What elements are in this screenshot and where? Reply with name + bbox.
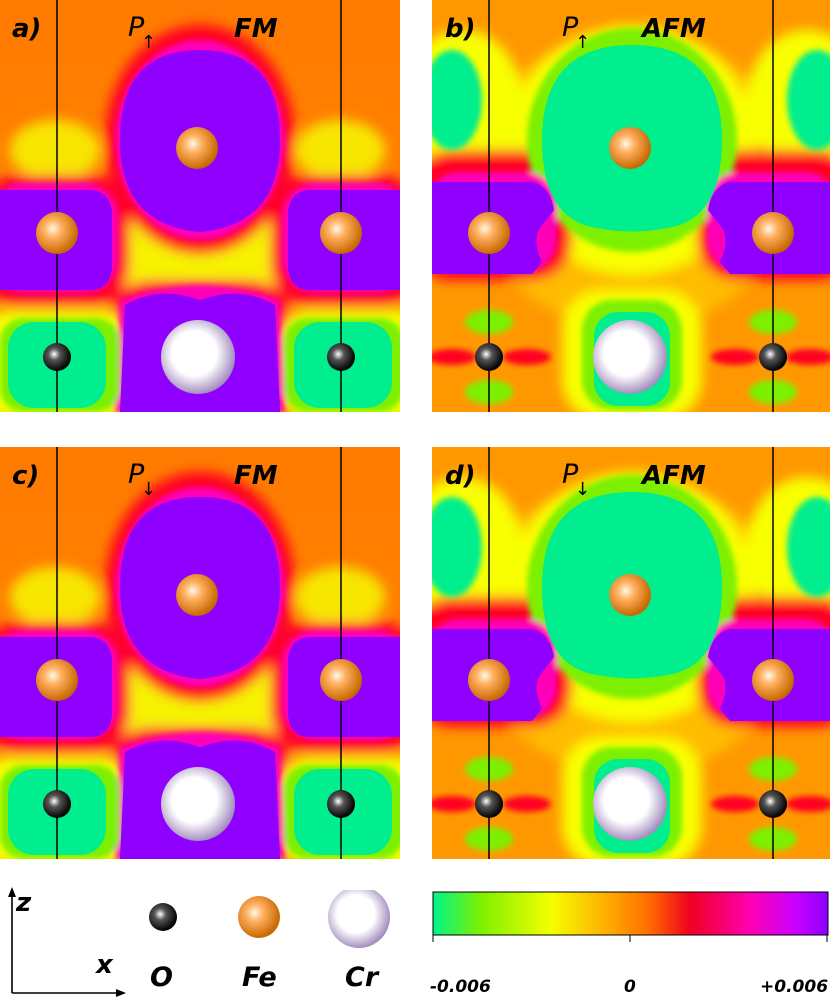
polarization-label: P: [128, 459, 145, 490]
fe-atom: [36, 212, 78, 254]
cr-atom: [161, 320, 235, 394]
magnetic-state-label: AFM: [642, 461, 706, 491]
cr-atom: [593, 320, 667, 394]
polarization-arrow-icon: ↑: [575, 32, 591, 53]
magnetic-state-label: FM: [234, 461, 278, 491]
legend-fe-label: Fe: [242, 962, 277, 993]
legend-o-label: O: [150, 962, 173, 993]
density-map-a: [0, 0, 400, 412]
panel-label: d): [445, 461, 476, 491]
fe-atom: [609, 574, 651, 616]
o-atom: [327, 343, 355, 371]
fe-atom: [752, 659, 794, 701]
polarization-arrow-icon: ↓: [141, 479, 157, 500]
fe-atom: [176, 127, 218, 169]
panel-a-fm-p-up: a) P ↑ FM: [0, 0, 400, 412]
fe-atom: [609, 127, 651, 169]
o-atom: [475, 790, 503, 818]
o-atom: [327, 790, 355, 818]
colorbar-max-label: +0.006: [760, 977, 829, 997]
axes-icon: [8, 887, 126, 997]
fe-atom: [468, 659, 510, 701]
density-map-b: [432, 0, 830, 412]
panel-label: a): [12, 14, 42, 44]
o-atom: [759, 790, 787, 818]
polarization-label: P: [562, 459, 579, 490]
z-axis-label: z: [16, 888, 32, 918]
o-atom: [43, 790, 71, 818]
o-atom: [759, 343, 787, 371]
polarization-label: P: [128, 12, 145, 43]
magnetic-state-label: AFM: [642, 14, 706, 44]
polarization-label: P: [562, 12, 579, 43]
atom-legend-icons: [149, 890, 390, 948]
density-map-d: [432, 447, 830, 859]
o-atom: [43, 343, 71, 371]
panel-label: b): [445, 14, 476, 44]
fe-atom: [176, 574, 218, 616]
fe-atom: [36, 659, 78, 701]
density-map-c: [0, 447, 400, 859]
colorbar: [432, 891, 829, 942]
panel-label: c): [12, 461, 40, 491]
panel-d-afm-p-down: d) P ↓ AFM: [432, 447, 830, 859]
o-atom: [475, 343, 503, 371]
polarization-arrow-icon: ↓: [575, 479, 591, 500]
legend-cr-label: Cr: [345, 962, 379, 993]
fe-atom: [320, 212, 362, 254]
colorbar-mid-label: 0: [624, 977, 636, 997]
polarization-arrow-icon: ↑: [141, 32, 157, 53]
fe-atom-icon: [238, 896, 280, 938]
fe-atom: [320, 659, 362, 701]
magnetic-state-label: FM: [234, 14, 278, 44]
fe-atom: [752, 212, 794, 254]
cr-atom-icon: [328, 890, 390, 948]
panel-b-afm-p-up: b) P ↑ AFM: [432, 0, 830, 412]
colorbar-min-label: -0.006: [430, 977, 491, 997]
o-atom-icon: [149, 903, 177, 931]
panel-c-fm-p-down: c) P ↓ FM: [0, 447, 400, 859]
fe-atom: [468, 212, 510, 254]
cr-atom: [593, 767, 667, 841]
x-axis-label: x: [96, 950, 113, 980]
cr-atom: [161, 767, 235, 841]
